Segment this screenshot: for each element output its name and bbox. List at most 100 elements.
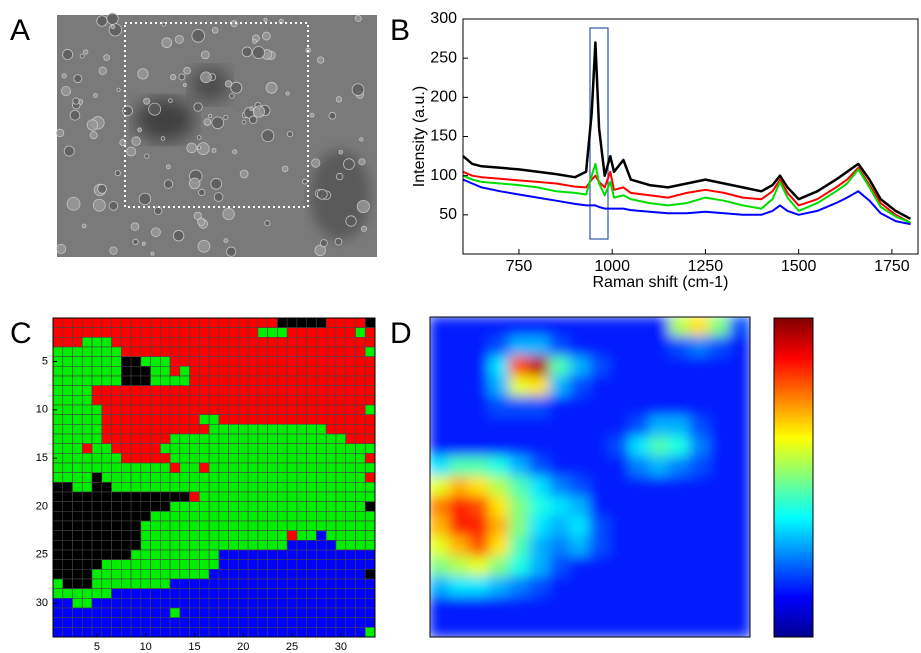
class-cell: [81, 540, 93, 551]
class-cell: [355, 424, 366, 435]
cell: [138, 192, 152, 206]
class-cell: [130, 559, 142, 570]
class-cell: [169, 385, 181, 396]
class-cell: [306, 598, 317, 609]
class-cell: [189, 482, 200, 493]
class-cell: [179, 337, 190, 348]
class-cell: [81, 404, 93, 415]
class-cell: [169, 414, 181, 425]
class-cell: [179, 453, 190, 464]
class-cell: [111, 385, 122, 396]
cell: [281, 165, 289, 173]
heat-cell: [629, 556, 651, 578]
class-cell: [345, 433, 356, 444]
class-cell: [316, 356, 327, 367]
class-cell: [228, 520, 239, 531]
class-cell: [81, 337, 93, 348]
class-cell: [150, 491, 161, 502]
class-cell: [238, 530, 249, 541]
class-cell: [277, 578, 288, 589]
class-cell: [296, 375, 307, 386]
class-cell: [257, 404, 268, 415]
class-cell: [150, 327, 161, 338]
class-cell: [325, 414, 337, 425]
class-cell: [72, 443, 83, 454]
class-cell: [277, 424, 288, 435]
cell: [351, 83, 365, 96]
class-cell: [208, 607, 220, 618]
class-cell: [121, 366, 132, 377]
cell: [239, 169, 249, 179]
class-cell: [130, 385, 142, 396]
heat-cell: [529, 396, 551, 418]
class-cell: [286, 491, 298, 502]
class-cell: [199, 337, 210, 348]
cell: [83, 49, 89, 55]
class-cell: [179, 607, 190, 618]
heat-cell: [609, 516, 631, 538]
cell: [148, 102, 162, 116]
class-cell: [355, 578, 366, 589]
class-cell: [81, 520, 93, 531]
class-cell: [325, 540, 337, 551]
class-cell: [101, 617, 112, 628]
heat-cell: [430, 416, 451, 438]
heat-cell: [430, 476, 451, 498]
class-cell: [364, 453, 376, 464]
class-cell: [111, 588, 122, 599]
class-cell: [316, 598, 327, 609]
heat-cell: [509, 616, 531, 637]
class-cell: [72, 317, 83, 328]
class-cell: [306, 356, 317, 367]
class-cell: [257, 607, 268, 618]
class-cell: [189, 414, 200, 425]
class-cell: [306, 491, 317, 502]
class-cell: [355, 366, 366, 377]
class-cell: [62, 501, 73, 512]
class-cell: [199, 424, 210, 435]
heat-cell: [430, 436, 451, 458]
class-cell: [306, 578, 317, 589]
class-cell: [335, 414, 347, 425]
class-cell: [101, 337, 112, 348]
class-cell: [345, 598, 356, 609]
class-cell: [247, 511, 259, 522]
class-cell: [179, 578, 190, 589]
cell: [143, 97, 151, 105]
class-cell: [160, 559, 171, 570]
heat-cell: [509, 536, 531, 558]
class-cell: [345, 453, 356, 464]
class-cell: [325, 404, 337, 415]
class-cell: [130, 491, 142, 502]
class-cell: [218, 433, 229, 444]
class-cell: [52, 375, 64, 386]
class-cell: [247, 453, 259, 464]
class-cell: [199, 375, 210, 386]
heat-cell: [569, 496, 591, 518]
class-cell: [296, 578, 307, 589]
class-cell: [179, 375, 190, 386]
class-cell: [277, 491, 288, 502]
heat-cell: [469, 416, 491, 438]
class-cell: [316, 395, 327, 406]
heat-cell: [629, 396, 651, 418]
cell: [311, 158, 321, 168]
class-cell: [335, 482, 347, 493]
class-cell: [169, 501, 181, 512]
class-cell: [218, 617, 229, 628]
class-cell: [364, 404, 376, 415]
heat-cell: [489, 336, 511, 358]
heat-cell: [469, 396, 491, 418]
cell: [103, 54, 110, 61]
class-cell: [335, 453, 347, 464]
class-cell: [72, 404, 83, 415]
cell: [122, 105, 133, 117]
heat-cell: [709, 496, 731, 518]
class-cell: [267, 346, 278, 357]
class-cell: [101, 433, 112, 444]
class-cell: [238, 462, 249, 473]
heat-cell: [689, 416, 711, 438]
x-tick-label: 750: [506, 258, 533, 275]
heat-cell: [569, 416, 591, 438]
class-cell: [72, 366, 83, 377]
